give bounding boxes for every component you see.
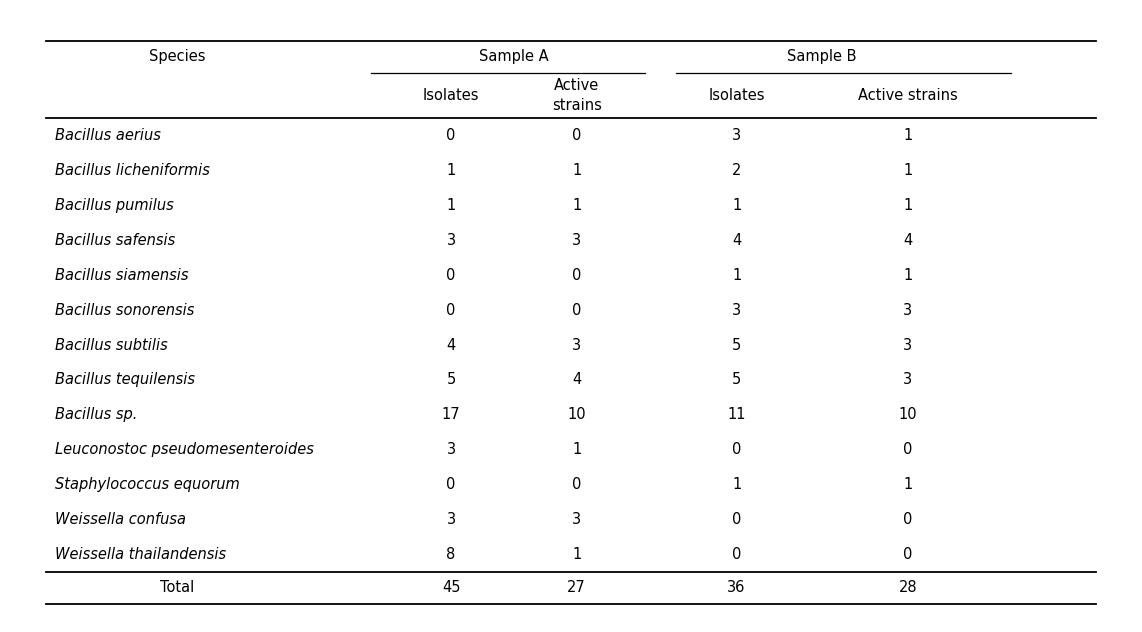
Text: 1: 1: [903, 477, 912, 492]
Text: 1: 1: [732, 268, 741, 283]
Text: 3: 3: [732, 303, 741, 318]
Text: 0: 0: [903, 512, 912, 527]
Text: Bacillus sp.: Bacillus sp.: [55, 408, 137, 422]
Text: Bacillus safensis: Bacillus safensis: [55, 233, 175, 248]
Text: 0: 0: [572, 128, 581, 143]
Text: Isolates: Isolates: [423, 88, 480, 103]
Text: Weissella confusa: Weissella confusa: [55, 512, 186, 527]
Text: Bacillus tequilensis: Bacillus tequilensis: [55, 372, 195, 387]
Text: 17: 17: [442, 408, 460, 422]
Text: 3: 3: [903, 337, 912, 353]
Text: 4: 4: [447, 337, 456, 353]
Text: 3: 3: [903, 303, 912, 318]
Text: 1: 1: [903, 163, 912, 178]
Text: 1: 1: [572, 198, 581, 213]
Text: 1: 1: [903, 128, 912, 143]
Text: 1: 1: [447, 198, 456, 213]
Text: 2: 2: [732, 163, 741, 178]
Text: 3: 3: [572, 233, 581, 248]
Text: 0: 0: [732, 442, 741, 458]
Text: 10: 10: [568, 408, 586, 422]
Text: 28: 28: [899, 580, 917, 595]
Text: Bacillus aerius: Bacillus aerius: [55, 128, 161, 143]
Text: Leuconostoc pseudomesenteroides: Leuconostoc pseudomesenteroides: [55, 442, 314, 458]
Text: 4: 4: [732, 233, 741, 248]
Text: Species: Species: [148, 49, 206, 64]
Text: 0: 0: [903, 547, 912, 562]
Text: 3: 3: [447, 442, 456, 458]
Text: 1: 1: [903, 268, 912, 283]
Text: 0: 0: [572, 268, 581, 283]
Text: 36: 36: [727, 580, 746, 595]
Text: Active
strains: Active strains: [552, 78, 602, 112]
Text: 1: 1: [447, 163, 456, 178]
Text: 0: 0: [447, 128, 456, 143]
Text: Bacillus siamensis: Bacillus siamensis: [55, 268, 188, 283]
Text: 5: 5: [732, 372, 741, 387]
Text: 3: 3: [572, 512, 581, 527]
Text: Bacillus sonorensis: Bacillus sonorensis: [55, 303, 194, 318]
Text: 11: 11: [727, 408, 746, 422]
Text: 1: 1: [572, 163, 581, 178]
Text: Staphylococcus equorum: Staphylococcus equorum: [55, 477, 240, 492]
Text: 5: 5: [732, 337, 741, 353]
Text: 3: 3: [447, 233, 456, 248]
Text: 1: 1: [903, 198, 912, 213]
Text: 1: 1: [572, 442, 581, 458]
Text: 5: 5: [447, 372, 456, 387]
Text: Sample A: Sample A: [480, 49, 548, 64]
Text: 1: 1: [732, 477, 741, 492]
Text: Isolates: Isolates: [708, 88, 765, 103]
Text: 3: 3: [903, 372, 912, 387]
Text: 10: 10: [899, 408, 917, 422]
Text: 0: 0: [732, 512, 741, 527]
Text: 45: 45: [442, 580, 460, 595]
Text: Bacillus licheniformis: Bacillus licheniformis: [55, 163, 210, 178]
Text: 0: 0: [572, 477, 581, 492]
Text: 3: 3: [572, 337, 581, 353]
Text: 4: 4: [903, 233, 912, 248]
Text: 3: 3: [732, 128, 741, 143]
Text: 1: 1: [572, 547, 581, 562]
Text: 3: 3: [447, 512, 456, 527]
Text: 0: 0: [903, 442, 912, 458]
Text: 0: 0: [732, 547, 741, 562]
Text: Active strains: Active strains: [858, 88, 958, 103]
Text: 8: 8: [447, 547, 456, 562]
Text: 27: 27: [568, 580, 586, 595]
Text: Bacillus pumilus: Bacillus pumilus: [55, 198, 174, 213]
Text: 0: 0: [447, 268, 456, 283]
Text: 0: 0: [572, 303, 581, 318]
Text: Total: Total: [160, 580, 194, 595]
Text: 4: 4: [572, 372, 581, 387]
Text: Bacillus subtilis: Bacillus subtilis: [55, 337, 168, 353]
Text: Sample B: Sample B: [788, 49, 856, 64]
Text: Weissella thailandensis: Weissella thailandensis: [55, 547, 226, 562]
Text: 0: 0: [447, 477, 456, 492]
Text: 0: 0: [447, 303, 456, 318]
Text: 1: 1: [732, 198, 741, 213]
